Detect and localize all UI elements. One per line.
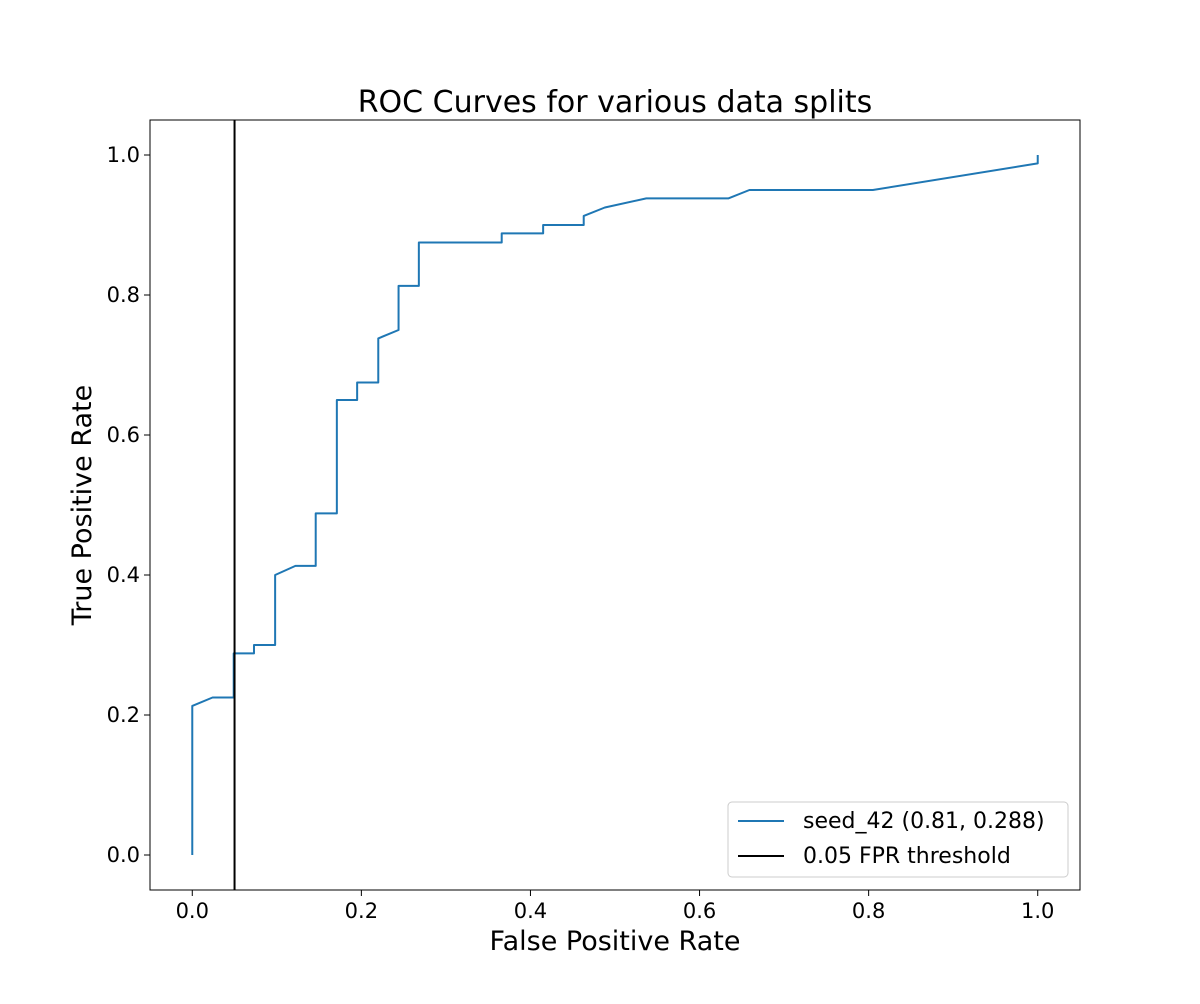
y-axis-label: True Positive Rate xyxy=(67,385,98,627)
y-tick-label: 0.2 xyxy=(107,703,140,727)
plot-data-layer xyxy=(191,120,1039,890)
y-tick-label: 0.8 xyxy=(107,283,140,307)
x-axis-ticks: 0.0 0.2 0.4 0.6 0.8 1.0 xyxy=(176,890,1054,923)
y-tick-label: 0.4 xyxy=(107,563,140,587)
x-tick-label: 1.0 xyxy=(1021,899,1054,923)
x-axis-label: False Positive Rate xyxy=(490,926,741,957)
y-tick-label: 0.6 xyxy=(107,423,140,447)
y-tick-label: 0.0 xyxy=(107,843,140,867)
y-tick-label: 1.0 xyxy=(107,143,140,167)
chart-title: ROC Curves for various data splits xyxy=(358,85,873,120)
x-tick-label: 0.8 xyxy=(852,899,885,923)
x-tick-label: 0.6 xyxy=(683,899,716,923)
legend-label-series: seed_42 (0.81, 0.288) xyxy=(803,809,1045,834)
x-tick-label: 0.2 xyxy=(345,899,378,923)
roc-curve-series-0 xyxy=(191,155,1039,855)
x-tick-label: 0.0 xyxy=(176,899,209,923)
y-axis-ticks: 0.0 0.2 0.4 0.6 0.8 1.0 xyxy=(107,143,150,867)
x-tick-label: 0.4 xyxy=(514,899,547,923)
legend: seed_42 (0.81, 0.288) 0.05 FPR threshold xyxy=(727,801,1069,878)
plot-area-frame xyxy=(149,119,1081,891)
legend-label-threshold: 0.05 FPR threshold xyxy=(803,844,1011,869)
legend-frame xyxy=(727,801,1069,878)
